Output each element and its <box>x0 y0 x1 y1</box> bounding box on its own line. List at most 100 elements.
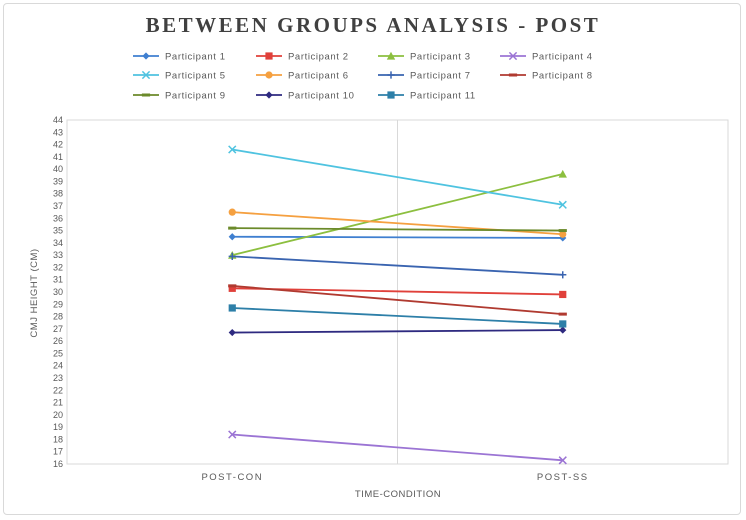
legend-item: Participant 11 <box>378 91 476 102</box>
y-tick-label: 41 <box>53 152 63 162</box>
chart-frame <box>3 3 741 515</box>
series-4 <box>228 430 567 465</box>
data-point <box>559 290 567 299</box>
data-point <box>228 304 236 312</box>
legend-label: Participant 8 <box>532 71 593 82</box>
y-axis-ticks: 16 17 18 19 20 21 22 23 24 25 26 27 28 29 30 31 32 33 34 35… <box>53 115 63 469</box>
legend-item: Participant 6 <box>256 71 349 82</box>
data-point <box>228 430 237 439</box>
y-tick-label: 36 <box>53 213 63 223</box>
series-11 <box>228 304 567 328</box>
legend-swatch-marker <box>508 73 518 77</box>
series-line <box>232 227 563 232</box>
legend-label: Participant 11 <box>410 91 476 102</box>
legend-label: Participant 1 <box>165 52 226 63</box>
data-point <box>558 456 567 465</box>
data-point <box>228 252 236 260</box>
y-tick-label: 40 <box>53 164 63 174</box>
y-tick-label: 39 <box>53 176 63 186</box>
y-tick-label: 19 <box>53 422 63 432</box>
y-tick-label: 30 <box>53 287 63 297</box>
data-point <box>228 208 236 216</box>
data-point <box>228 145 237 154</box>
y-tick-label: 18 <box>53 434 63 444</box>
legend-swatch-marker <box>387 71 395 79</box>
legend-label: Participant 5 <box>165 71 226 82</box>
series-line <box>232 284 563 316</box>
legend-label: Participant 6 <box>288 71 349 82</box>
x-tick-label: POST-CON <box>201 472 263 483</box>
y-tick-label: 43 <box>53 127 63 137</box>
data-point <box>558 229 567 233</box>
series-layer <box>228 145 567 465</box>
y-tick-label: 23 <box>53 373 63 383</box>
y-tick-label: 32 <box>53 262 63 272</box>
series-line <box>232 287 563 296</box>
legend-swatch-marker <box>508 51 518 61</box>
data-point <box>558 200 567 209</box>
chart-title: BETWEEN GROUPS ANALYSIS - POST <box>146 13 601 37</box>
series-5 <box>228 145 567 209</box>
y-tick-label: 16 <box>53 459 63 469</box>
legend-item: Participant 1 <box>133 52 226 63</box>
y-tick-label: 28 <box>53 312 63 322</box>
series-line <box>232 148 563 206</box>
y-axis-title: CMJ HEIGHT (CM) <box>29 248 40 337</box>
legend-item: Participant 4 <box>500 51 593 63</box>
legend-label: Participant 9 <box>165 91 226 102</box>
legend-swatch-marker <box>387 91 395 99</box>
legend-item: Participant 8 <box>500 71 593 82</box>
y-tick-label: 37 <box>53 201 63 211</box>
x-tick-label: POST-SS <box>537 472 589 483</box>
y-tick-label: 24 <box>53 361 63 371</box>
data-point <box>228 233 236 241</box>
series-line <box>232 255 563 276</box>
legend-swatch-marker <box>386 51 396 60</box>
legend-item: Participant 9 <box>133 91 226 102</box>
legend-item: Participant 5 <box>133 71 226 82</box>
series-line <box>232 173 563 257</box>
legend-item: Participant 10 <box>256 91 355 102</box>
data-point <box>228 226 237 230</box>
y-tick-label: 29 <box>53 299 63 309</box>
data-point <box>558 312 567 316</box>
x-axis-categories: POST-CON POST-SS <box>201 472 589 483</box>
legend-swatch-marker <box>265 52 273 60</box>
legend-swatch-marker <box>142 52 150 60</box>
data-point <box>559 271 567 279</box>
data-point <box>228 284 236 292</box>
legend: Participant 1 Participant 2 Participant 3 P… <box>133 51 593 102</box>
y-tick-label: 42 <box>53 140 63 150</box>
legend-label: Participant 3 <box>410 52 471 63</box>
series-8 <box>228 284 567 316</box>
x-axis-title: TIME-CONDITION <box>355 489 441 500</box>
data-point <box>558 169 567 178</box>
legend-label: Participant 4 <box>532 52 593 63</box>
series-line <box>232 307 563 325</box>
y-tick-label: 17 <box>53 447 63 457</box>
y-tick-label: 31 <box>53 275 63 285</box>
y-tick-label: 26 <box>53 336 63 346</box>
legend-label: Participant 10 <box>288 91 355 102</box>
data-point <box>559 230 567 238</box>
data-point <box>228 284 237 288</box>
legend-item: Participant 7 <box>378 71 471 82</box>
y-tick-label: 22 <box>53 385 63 395</box>
y-tick-label: 27 <box>53 324 63 334</box>
y-tick-label: 20 <box>53 410 63 420</box>
data-point <box>559 326 567 334</box>
series-line <box>232 433 563 462</box>
data-point <box>228 328 236 337</box>
series-10 <box>228 326 567 337</box>
legend-label: Participant 7 <box>410 71 471 82</box>
series-2 <box>228 284 567 299</box>
y-tick-label: 34 <box>53 238 63 248</box>
legend-item: Participant 3 <box>378 51 471 63</box>
series-line <box>232 235 563 239</box>
series-line <box>232 329 563 334</box>
series-7 <box>228 252 567 279</box>
y-tick-label: 38 <box>53 189 63 199</box>
series-9 <box>228 226 567 233</box>
y-tick-label: 33 <box>53 250 63 260</box>
